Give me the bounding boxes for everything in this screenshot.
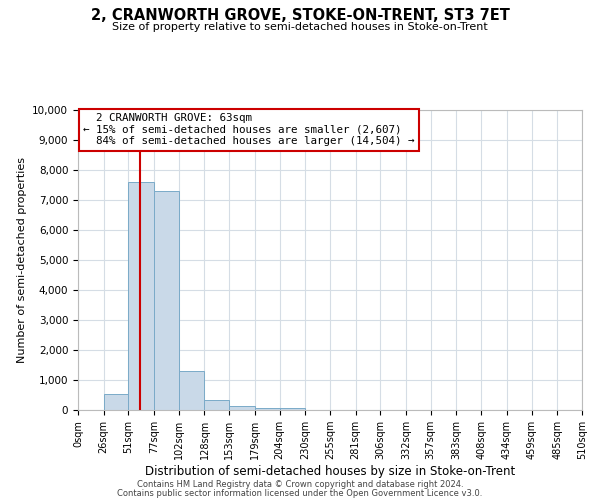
Bar xyxy=(280,408,305,410)
X-axis label: Distribution of semi-detached houses by size in Stoke-on-Trent: Distribution of semi-detached houses by … xyxy=(145,465,515,478)
Bar xyxy=(104,394,128,410)
Bar xyxy=(128,182,154,410)
Bar xyxy=(154,191,179,410)
Text: 2, CRANWORTH GROVE, STOKE-ON-TRENT, ST3 7ET: 2, CRANWORTH GROVE, STOKE-ON-TRENT, ST3 … xyxy=(91,8,509,22)
Text: Size of property relative to semi-detached houses in Stoke-on-Trent: Size of property relative to semi-detach… xyxy=(112,22,488,32)
Bar xyxy=(255,408,280,410)
Y-axis label: Number of semi-detached properties: Number of semi-detached properties xyxy=(17,157,27,363)
Text: Contains HM Land Registry data © Crown copyright and database right 2024.: Contains HM Land Registry data © Crown c… xyxy=(137,480,463,489)
Bar xyxy=(229,406,255,410)
Text: 2 CRANWORTH GROVE: 63sqm
← 15% of semi-detached houses are smaller (2,607)
  84%: 2 CRANWORTH GROVE: 63sqm ← 15% of semi-d… xyxy=(83,113,415,146)
Text: Contains public sector information licensed under the Open Government Licence v3: Contains public sector information licen… xyxy=(118,488,482,498)
Bar xyxy=(179,371,205,410)
Bar xyxy=(205,400,229,410)
